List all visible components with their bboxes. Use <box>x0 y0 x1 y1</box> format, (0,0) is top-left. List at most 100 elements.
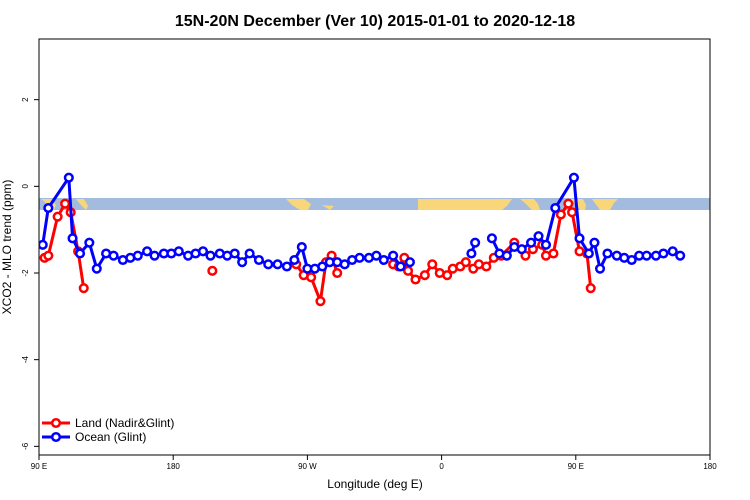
series-1-point-8 <box>108 250 119 261</box>
series-1-point-1 <box>43 202 54 214</box>
x-tick-label-3: 0 <box>439 462 444 471</box>
land-patch-caribbean <box>322 205 334 210</box>
series-1-point-52 <box>516 244 527 255</box>
series-1-point-60 <box>589 237 600 248</box>
series-1-point-29 <box>281 261 292 272</box>
x-tick-label-5: 180 <box>703 462 717 471</box>
series-0-point-11 <box>315 296 326 307</box>
series-1-point-24 <box>237 257 248 268</box>
legend-label-1: Ocean (Glint) <box>75 430 146 444</box>
ocean-band <box>39 198 710 210</box>
land-patch-se-asia <box>592 199 618 210</box>
plot-frame <box>38 38 711 456</box>
land-patch-sahara <box>418 199 512 210</box>
series-1-point-67 <box>641 250 652 261</box>
series-0-point-20 <box>419 270 430 281</box>
series-1-point-46 <box>466 248 477 259</box>
series-1-point-55 <box>540 239 552 250</box>
series-1-point-26 <box>253 254 264 266</box>
x-axis-label: Longitude (deg E) <box>327 477 422 491</box>
y-tick-label-2: -2 <box>21 269 30 277</box>
land-patch-central-america <box>286 199 311 210</box>
series-1-point-69 <box>658 248 669 259</box>
x-tick-label-1: 180 <box>167 462 181 471</box>
series-1-point-41 <box>371 250 382 261</box>
series-1-point-39 <box>354 252 365 263</box>
series-0-point-1 <box>43 250 54 261</box>
series-1-point-20 <box>205 250 216 261</box>
series-1-point-11 <box>132 250 143 261</box>
series-1 <box>39 172 686 274</box>
series-1-point-19 <box>197 246 209 257</box>
series-1-point-56 <box>550 202 561 214</box>
series-1-point-43 <box>388 250 399 261</box>
x-axis: 90 E 180 90 W 0 90 E 180 <box>31 455 717 471</box>
legend-marker-1 <box>50 431 62 443</box>
series-1-point-13 <box>149 250 160 261</box>
series-1-point-44 <box>395 261 406 272</box>
series-1-point-27 <box>263 259 274 270</box>
series-0-point-3 <box>60 198 71 209</box>
series-0-point-29 <box>481 261 492 272</box>
series-0-point-39 <box>563 198 574 209</box>
land-ocean-band <box>39 198 710 210</box>
y-tick-label-3: -4 <box>21 356 30 364</box>
series-1-point-16 <box>173 246 184 257</box>
series-0-point-18 <box>403 265 414 276</box>
land-patch-arabia <box>520 199 540 210</box>
series-1-point-48 <box>486 233 497 244</box>
series-0-point-6 <box>78 283 89 294</box>
series-1-point-54 <box>533 231 544 242</box>
y-tick-label-4: -6 <box>21 442 30 450</box>
series-0-point-7 <box>207 265 218 276</box>
y-tick-label-0: 2 <box>21 97 30 102</box>
series-1-point-5 <box>84 237 95 248</box>
series-1-point-28 <box>272 259 283 270</box>
y-axis-label: XCO2 - MLO trend (ppm) <box>0 180 14 315</box>
series-1-point-53 <box>526 237 537 248</box>
land-band-patches <box>41 199 618 210</box>
series-1-point-25 <box>244 248 255 259</box>
series-1-point-34 <box>317 261 328 272</box>
series-0-point-21 <box>427 259 438 270</box>
x-tick-label-0: 90 E <box>31 462 47 471</box>
series-1-point-2 <box>63 172 74 183</box>
series-1-point-30 <box>289 254 300 266</box>
y-tick-label-1: 0 <box>21 184 30 189</box>
series-1-point-12 <box>142 246 153 257</box>
series-1-point-4 <box>74 248 86 259</box>
series-1-point-6 <box>91 263 102 274</box>
series-1-point-59 <box>583 248 594 259</box>
series-0-point-26 <box>460 257 471 268</box>
land-patch-india-2 <box>570 199 586 210</box>
series-1-point-62 <box>602 248 613 259</box>
series-1-point-57 <box>568 172 579 183</box>
series-0-point-43 <box>585 283 596 294</box>
series-1-point-3 <box>67 233 78 244</box>
series-1-point-0 <box>39 239 48 250</box>
series-0-point-2 <box>52 211 63 222</box>
series-1-point-70 <box>667 246 678 257</box>
series-1-point-71 <box>675 250 686 261</box>
series-1-point-61 <box>594 263 606 274</box>
series-1-point-50 <box>501 250 512 261</box>
chart-title: 15N-20N December (Ver 10) 2015-01-01 to … <box>175 13 575 30</box>
series-1-point-31 <box>296 241 307 253</box>
series-1-point-42 <box>378 254 389 266</box>
legend-label-0: Land (Nadir&Glint) <box>75 416 174 430</box>
series-1-point-37 <box>339 259 350 270</box>
series-0-point-10 <box>306 272 317 283</box>
series-0-point-40 <box>567 207 578 218</box>
series-1-point-47 <box>470 237 481 248</box>
series-1-point-23 <box>229 248 240 259</box>
series-1-point-58 <box>574 233 585 244</box>
x-tick-label-4: 90 E <box>568 462 584 471</box>
series-0-point-37 <box>548 248 559 259</box>
series-1-point-45 <box>404 257 415 268</box>
y-axis: 2 0 -2 -4 -6 <box>21 97 39 450</box>
series-1-point-65 <box>626 254 637 266</box>
series-0-point-19 <box>410 274 421 285</box>
series-0-point-14 <box>332 267 343 279</box>
series-layer <box>39 172 686 307</box>
